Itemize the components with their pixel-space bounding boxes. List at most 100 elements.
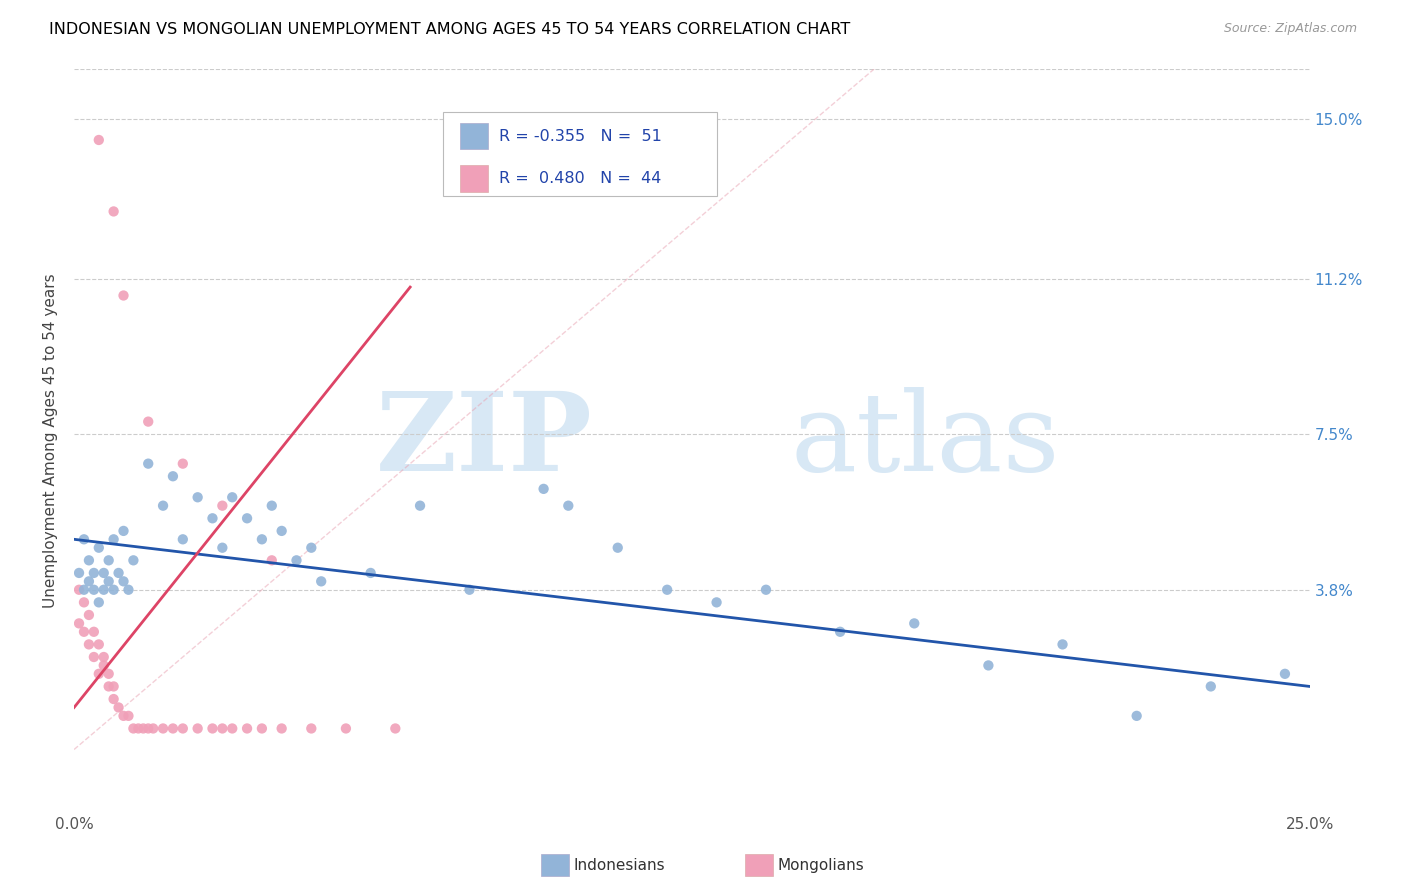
Point — [93, 658, 115, 673]
Point — [657, 582, 679, 597]
Point — [211, 499, 233, 513]
Point — [211, 722, 233, 736]
Point — [77, 607, 100, 622]
Point — [77, 637, 100, 651]
Point — [103, 533, 125, 547]
Point — [172, 533, 194, 547]
Point — [260, 553, 283, 567]
Point — [107, 700, 129, 714]
Point — [270, 722, 292, 736]
Point — [122, 553, 145, 567]
Point — [299, 541, 322, 555]
Point — [136, 722, 159, 736]
Point — [97, 680, 120, 694]
Point — [83, 566, 105, 580]
Point — [136, 457, 159, 471]
Text: Source: ZipAtlas.com: Source: ZipAtlas.com — [1223, 22, 1357, 36]
Point — [127, 722, 149, 736]
Point — [260, 499, 283, 513]
Point — [152, 722, 174, 736]
Point — [83, 582, 105, 597]
Point — [706, 595, 728, 609]
Point — [755, 582, 778, 597]
Y-axis label: Unemployment Among Ages 45 to 54 years: Unemployment Among Ages 45 to 54 years — [44, 273, 58, 607]
Point — [201, 722, 224, 736]
Point — [93, 582, 115, 597]
Point — [250, 533, 273, 547]
Point — [77, 553, 100, 567]
Point — [606, 541, 628, 555]
Point — [1052, 637, 1074, 651]
Point — [83, 624, 105, 639]
Point — [250, 722, 273, 736]
Point — [73, 582, 96, 597]
Point — [73, 533, 96, 547]
Point — [903, 616, 925, 631]
Point — [162, 722, 184, 736]
Point — [97, 553, 120, 567]
Point — [172, 722, 194, 736]
Text: R = -0.355   N =  51: R = -0.355 N = 51 — [499, 128, 662, 144]
Point — [117, 709, 139, 723]
Point — [67, 616, 90, 631]
Point — [299, 722, 322, 736]
Point — [162, 469, 184, 483]
Point — [187, 722, 209, 736]
Text: R =  0.480   N =  44: R = 0.480 N = 44 — [499, 171, 661, 186]
Text: Indonesians: Indonesians — [574, 858, 665, 872]
Text: atlas: atlas — [790, 387, 1060, 494]
Point — [87, 595, 110, 609]
Point — [1274, 666, 1296, 681]
Point — [103, 582, 125, 597]
Point — [132, 722, 155, 736]
Point — [977, 658, 1000, 673]
Point — [87, 637, 110, 651]
Text: INDONESIAN VS MONGOLIAN UNEMPLOYMENT AMONG AGES 45 TO 54 YEARS CORRELATION CHART: INDONESIAN VS MONGOLIAN UNEMPLOYMENT AMO… — [49, 22, 851, 37]
Point — [112, 709, 135, 723]
Point — [211, 541, 233, 555]
Point — [309, 574, 332, 589]
Point — [187, 490, 209, 504]
Point — [1199, 680, 1222, 694]
Point — [103, 204, 125, 219]
Point — [201, 511, 224, 525]
Point — [172, 457, 194, 471]
Point — [112, 524, 135, 538]
Text: ZIP: ZIP — [377, 387, 593, 494]
Point — [87, 133, 110, 147]
Point — [384, 722, 406, 736]
Point — [103, 680, 125, 694]
Point — [236, 511, 259, 525]
Point — [360, 566, 382, 580]
Point — [122, 722, 145, 736]
Point — [73, 624, 96, 639]
Point — [270, 524, 292, 538]
Point — [67, 566, 90, 580]
Point — [136, 415, 159, 429]
Point — [557, 499, 579, 513]
Text: Mongolians: Mongolians — [778, 858, 865, 872]
Point — [77, 574, 100, 589]
Point — [458, 582, 481, 597]
Point — [67, 582, 90, 597]
Point — [236, 722, 259, 736]
Point — [409, 499, 432, 513]
Point — [87, 541, 110, 555]
Point — [97, 666, 120, 681]
Point — [107, 566, 129, 580]
Point — [221, 722, 243, 736]
Point — [112, 574, 135, 589]
Point — [73, 595, 96, 609]
Point — [83, 650, 105, 665]
Point — [142, 722, 165, 736]
Point — [533, 482, 555, 496]
Point — [93, 650, 115, 665]
Point — [221, 490, 243, 504]
Point — [112, 288, 135, 302]
Point — [152, 499, 174, 513]
Point — [117, 582, 139, 597]
Point — [103, 692, 125, 706]
Point — [335, 722, 357, 736]
Point — [87, 666, 110, 681]
Point — [97, 574, 120, 589]
